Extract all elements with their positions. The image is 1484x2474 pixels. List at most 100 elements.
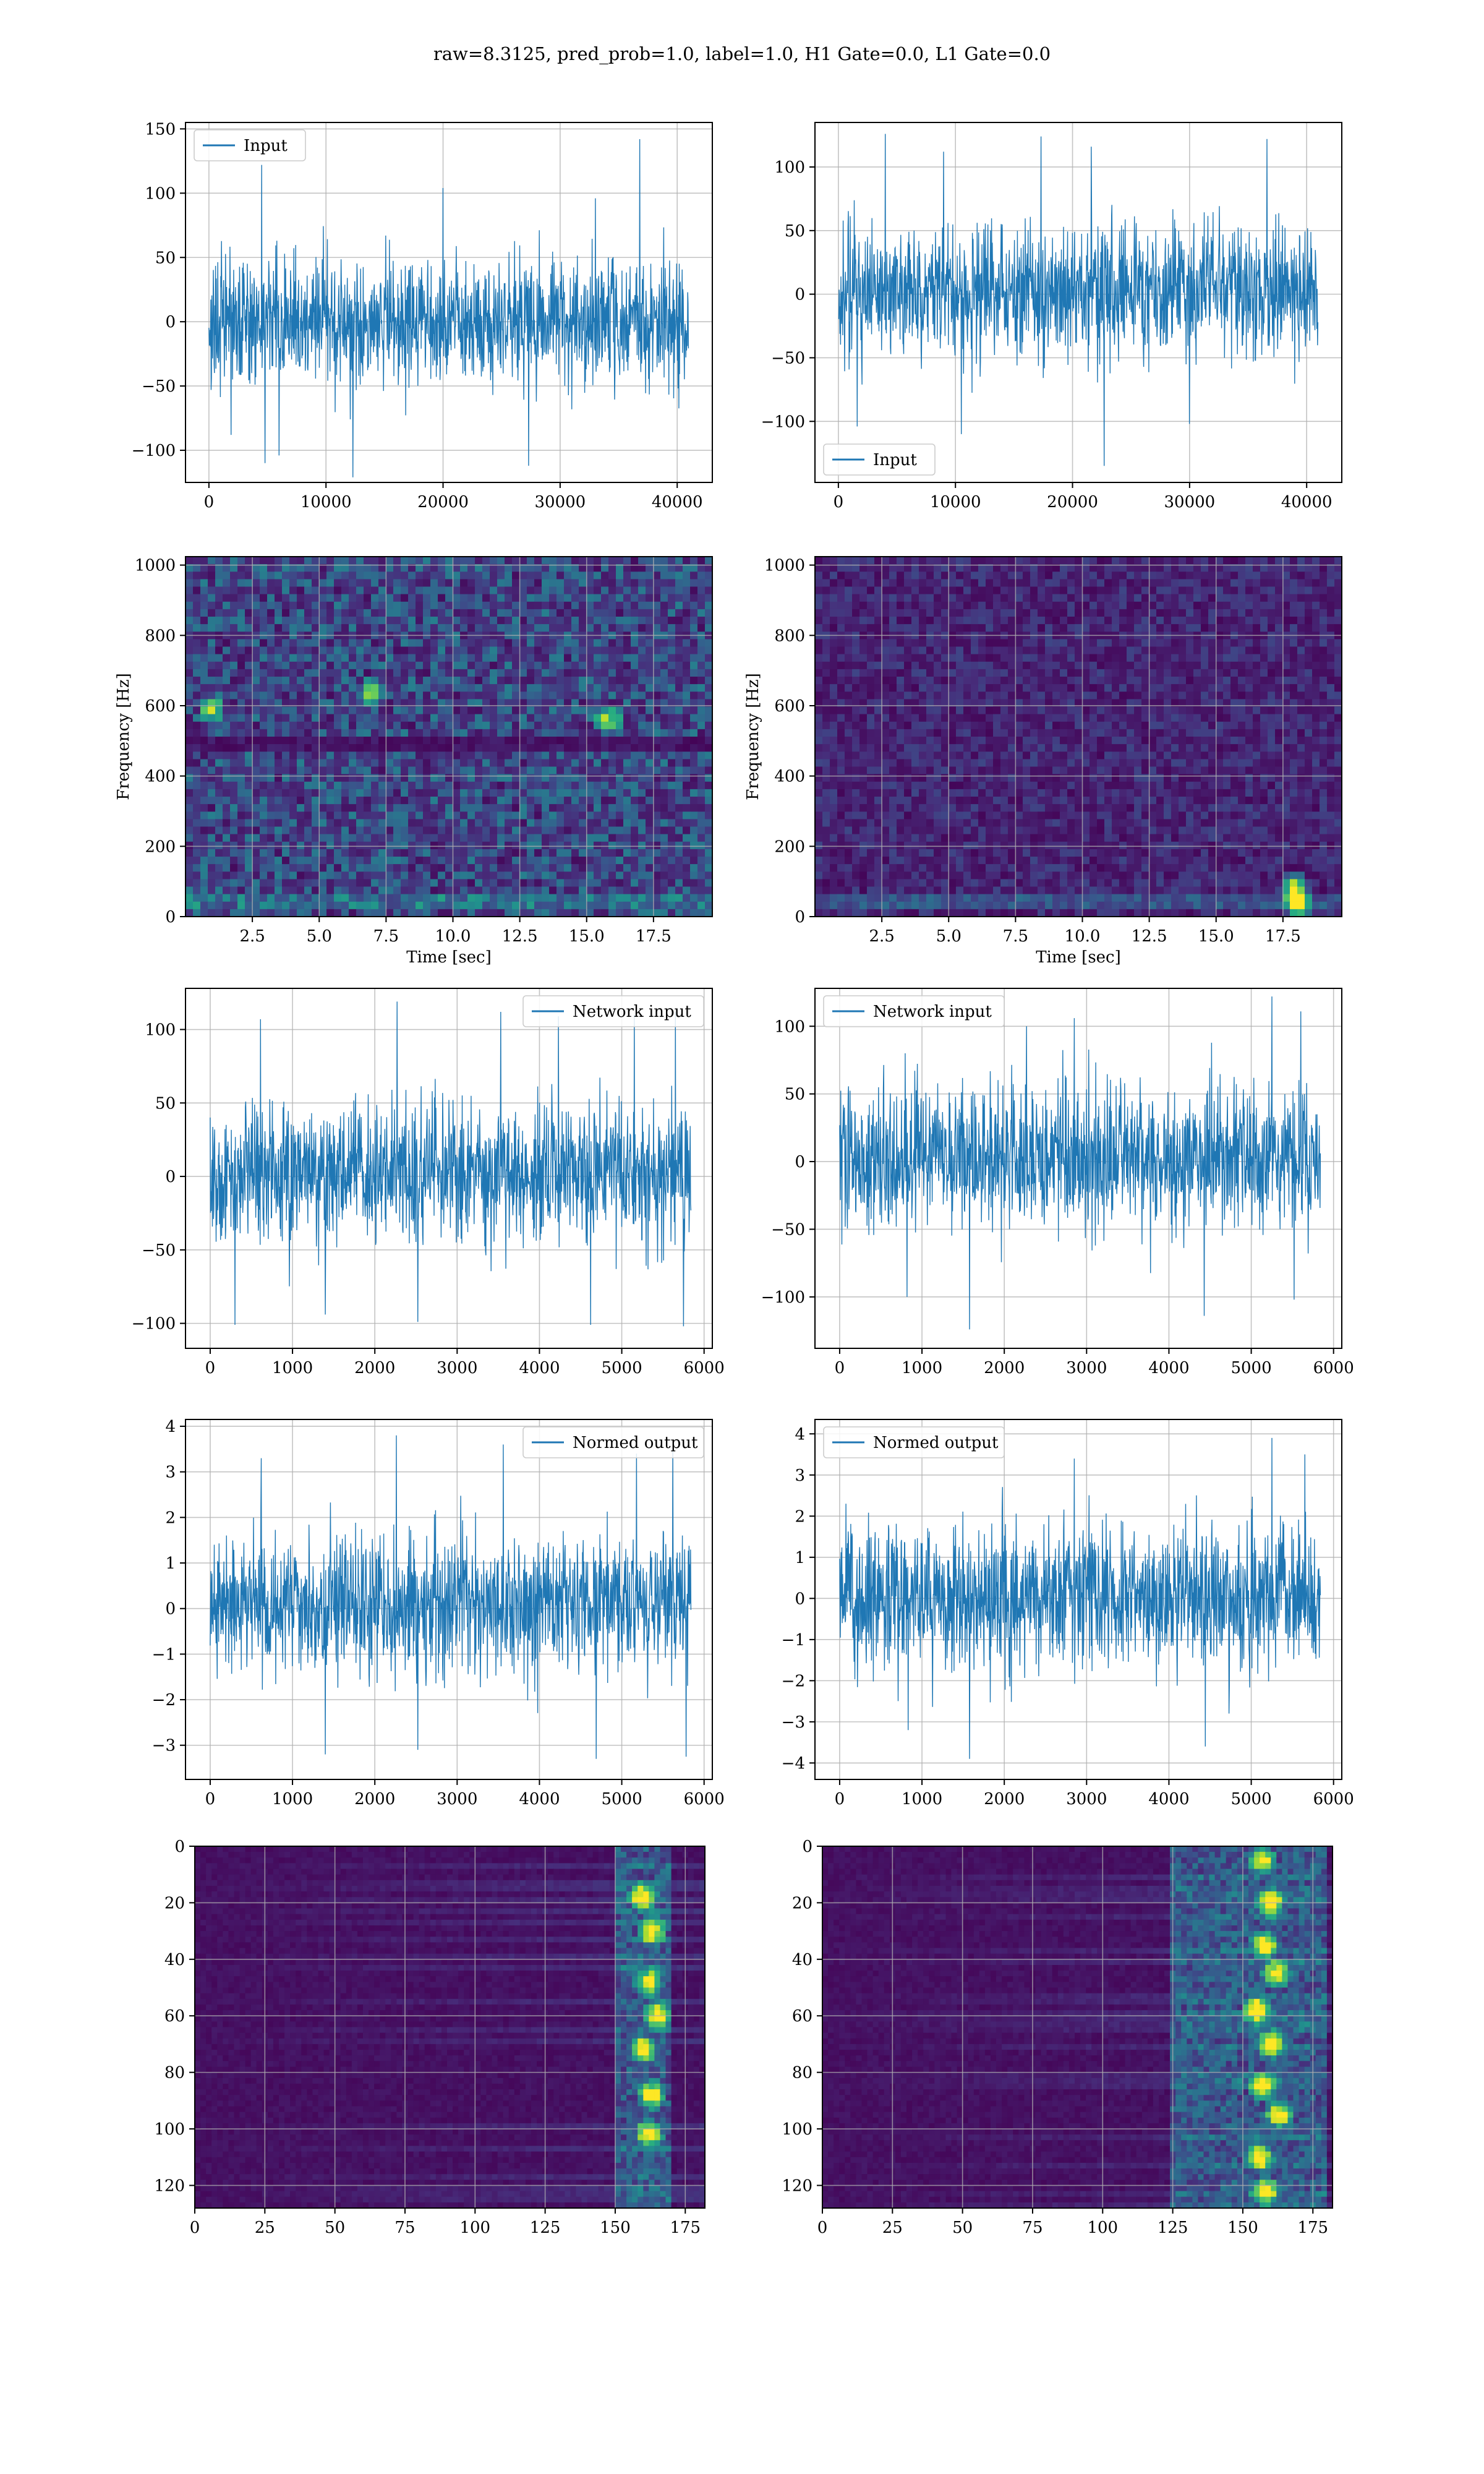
x-tick-label: 7.5 — [373, 927, 399, 946]
y-tick-label: −1 — [152, 1645, 176, 1664]
series-line-input-l1 — [838, 134, 1319, 466]
x-tick-label: 50 — [952, 2219, 973, 2237]
y-tick-label: 200 — [145, 837, 176, 856]
x-tick-label: 6000 — [684, 1359, 725, 1377]
heatmap-cells — [815, 557, 1342, 917]
y-tick-label: −2 — [782, 1672, 805, 1690]
y-tick-label: 4 — [795, 1425, 805, 1444]
legend-box — [823, 995, 1005, 1027]
y-tick-label: 3 — [795, 1466, 805, 1485]
y-tick-label: 600 — [774, 697, 805, 716]
legend-box — [194, 129, 306, 161]
x-tick-label: 3000 — [1066, 1790, 1107, 1808]
y-tick-label: 800 — [145, 627, 176, 645]
y-tick-label: 100 — [145, 1021, 176, 1040]
x-tick-label: 2000 — [354, 1790, 395, 1808]
y-tick-label: 0 — [795, 1153, 805, 1171]
legend-box — [823, 1426, 1005, 1458]
y-tick-label: 400 — [774, 768, 805, 786]
y-tick-label: −100 — [132, 442, 176, 460]
x-tick-label: 0 — [190, 2219, 200, 2237]
axes-frame — [822, 1846, 1333, 2209]
x-tick-label: 0 — [834, 493, 844, 511]
y-tick-label: 0 — [795, 286, 805, 304]
y-tick-label: 600 — [145, 697, 176, 716]
x-tick-label: 3000 — [437, 1359, 477, 1377]
x-tick-label: 17.5 — [1265, 927, 1301, 946]
x-tick-label: 1000 — [902, 1790, 942, 1808]
heatmap-cells — [195, 1846, 706, 2209]
y-tick-label: −100 — [761, 413, 805, 431]
x-tick-label: 125 — [530, 2219, 561, 2237]
y-tick-label: 0 — [165, 313, 176, 332]
y-tick-label: 800 — [774, 627, 805, 645]
x-tick-label: 12.5 — [502, 927, 538, 946]
y-tick-label: 80 — [164, 2064, 185, 2082]
axes-frame — [814, 988, 1342, 1349]
x-tick-label: 30000 — [1164, 493, 1216, 511]
legend-label: Input — [244, 137, 288, 155]
y-axis-label: Frequency [Hz] — [744, 673, 762, 800]
axes-frame — [194, 1846, 706, 2209]
axes-input-l1: 0 10000 20000 30000 40000 −100 −50 0 50 100 Input — [761, 122, 1342, 511]
y-tick-label: 400 — [145, 768, 176, 786]
axes-frame — [814, 1419, 1342, 1780]
x-tick-label: 175 — [670, 2219, 701, 2237]
axes-frame — [185, 122, 713, 483]
series-line-normed-output-h1 — [210, 1435, 692, 1759]
x-tick-label: 20000 — [417, 493, 469, 511]
x-tick-label: 12.5 — [1132, 927, 1167, 946]
x-tick-label: 10.0 — [1065, 927, 1101, 946]
series-line-network-input-l1 — [839, 996, 1321, 1330]
x-tick-label: 5000 — [601, 1790, 642, 1808]
y-tick-label: 2 — [795, 1507, 805, 1526]
axes-frame — [814, 122, 1342, 483]
x-tick-label: 1000 — [902, 1359, 942, 1377]
y-tick-label: 100 — [154, 2120, 185, 2139]
y-tick-label: −3 — [782, 1713, 805, 1732]
x-tick-label: 125 — [1158, 2219, 1188, 2237]
y-tick-label: 2 — [165, 1509, 176, 1527]
legend-label: Normed output — [573, 1434, 698, 1452]
x-tick-label: 5000 — [1230, 1359, 1271, 1377]
x-tick-label: 1000 — [272, 1790, 313, 1808]
y-tick-label: 1000 — [135, 557, 176, 575]
series-line-normed-output-l1 — [839, 1437, 1321, 1759]
axes-normed-output-l1: 0 1000 2000 3000 4000 5000 6000 −4 −3 −2 −1 0 1 2 3 4 No… — [782, 1419, 1354, 1808]
legend: Network input — [522, 995, 704, 1027]
x-tick-label: 10000 — [301, 493, 352, 511]
y-tick-label: 40 — [792, 1951, 812, 1969]
y-tick-label: 120 — [782, 2177, 812, 2195]
heatmap-cells — [186, 557, 713, 917]
y-tick-label: 0 — [802, 1838, 812, 1856]
axes-frame — [185, 556, 713, 917]
x-tick-label: 2000 — [984, 1790, 1025, 1808]
y-axis-label: Frequency [Hz] — [114, 673, 133, 800]
x-tick-label: 7.5 — [1003, 927, 1028, 946]
x-tick-label: 50 — [325, 2219, 345, 2237]
legend-label: Input — [873, 451, 917, 469]
y-tick-label: −50 — [771, 349, 805, 367]
legend-box — [823, 443, 936, 476]
series-line-network-input-h1 — [210, 1001, 692, 1327]
legend: Normed output — [823, 1426, 1005, 1458]
y-tick-label: −4 — [782, 1754, 805, 1773]
axes-frame — [814, 556, 1342, 917]
y-tick-label: 60 — [164, 2007, 185, 2026]
y-tick-label: 100 — [774, 158, 805, 177]
x-tick-label: 0 — [817, 2219, 828, 2237]
y-tick-label: 0 — [795, 1590, 805, 1608]
figure-suptitle: raw=8.3125, pred_prob=1.0, label=1.0, H1… — [433, 43, 1051, 65]
y-tick-label: 0 — [795, 908, 805, 927]
y-tick-label: 50 — [155, 1094, 176, 1113]
x-tick-label: 2.5 — [239, 927, 265, 946]
y-tick-label: 0 — [174, 1838, 185, 1856]
x-axis-label: Time [sec] — [406, 948, 492, 967]
series-line-input-h1 — [208, 139, 689, 477]
x-tick-label: 100 — [1087, 2219, 1118, 2237]
axes-frame — [185, 988, 713, 1349]
legend-label: Normed output — [873, 1434, 999, 1452]
x-tick-label: 175 — [1297, 2219, 1328, 2237]
y-tick-label: 50 — [785, 222, 805, 241]
